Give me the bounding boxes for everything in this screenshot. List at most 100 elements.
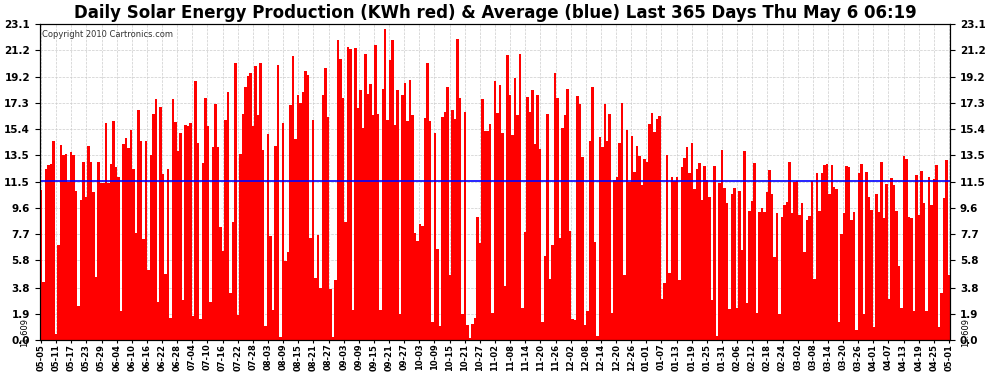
Bar <box>753 163 755 339</box>
Bar <box>429 122 432 339</box>
Bar <box>149 155 152 339</box>
Bar <box>251 126 254 339</box>
Bar <box>918 215 921 339</box>
Bar <box>414 233 417 339</box>
Bar <box>841 234 842 339</box>
Bar <box>314 278 317 339</box>
Bar <box>516 115 519 339</box>
Bar <box>596 336 599 339</box>
Bar <box>778 314 780 339</box>
Bar <box>269 236 271 339</box>
Bar <box>644 159 645 339</box>
Bar <box>624 276 626 339</box>
Bar <box>885 184 888 339</box>
Bar <box>568 231 571 339</box>
Bar <box>40 190 43 339</box>
Bar <box>611 314 614 339</box>
Bar <box>112 121 115 339</box>
Bar <box>322 95 324 339</box>
Bar <box>220 227 222 339</box>
Bar <box>911 218 913 339</box>
Bar <box>666 154 668 339</box>
Bar <box>890 178 893 339</box>
Bar <box>394 125 396 339</box>
Bar <box>703 166 706 339</box>
Bar <box>340 59 342 339</box>
Bar <box>671 177 673 339</box>
Bar <box>750 201 753 339</box>
Bar <box>407 121 409 339</box>
Bar <box>237 315 240 339</box>
Bar <box>853 212 855 339</box>
Bar <box>811 182 813 339</box>
Bar <box>396 90 399 339</box>
Bar <box>189 123 192 339</box>
Bar <box>526 97 529 339</box>
Bar <box>940 293 942 339</box>
Bar <box>254 66 256 339</box>
Bar <box>563 115 566 339</box>
Bar <box>645 162 648 339</box>
Bar <box>842 213 845 339</box>
Bar <box>242 114 245 339</box>
Bar <box>259 63 261 339</box>
Bar <box>249 74 251 339</box>
Bar <box>573 320 576 339</box>
Bar <box>656 119 658 339</box>
Bar <box>783 205 786 339</box>
Bar <box>947 274 950 339</box>
Bar <box>427 63 429 339</box>
Bar <box>734 188 736 339</box>
Bar <box>152 114 154 339</box>
Bar <box>102 183 105 339</box>
Bar <box>591 87 594 339</box>
Bar <box>217 147 220 339</box>
Bar <box>292 56 294 339</box>
Bar <box>327 117 329 339</box>
Bar <box>164 274 167 339</box>
Bar <box>256 115 259 339</box>
Bar <box>359 90 361 339</box>
Bar <box>148 270 149 339</box>
Bar <box>873 327 875 339</box>
Bar <box>731 194 734 339</box>
Bar <box>230 293 232 339</box>
Bar <box>661 300 663 339</box>
Bar <box>444 112 446 339</box>
Bar <box>222 251 225 339</box>
Bar <box>571 319 573 339</box>
Bar <box>64 154 67 339</box>
Bar <box>698 164 701 339</box>
Bar <box>50 164 52 339</box>
Bar <box>865 172 868 339</box>
Bar <box>606 141 609 339</box>
Bar <box>227 92 230 339</box>
Bar <box>908 217 911 339</box>
Bar <box>798 215 801 339</box>
Bar <box>184 125 187 339</box>
Bar <box>304 71 307 339</box>
Bar <box>486 131 489 339</box>
Bar <box>780 217 783 339</box>
Bar <box>491 314 494 339</box>
Bar <box>741 250 743 339</box>
Bar <box>900 308 903 339</box>
Bar <box>641 184 644 339</box>
Bar <box>745 303 748 339</box>
Bar <box>678 280 681 339</box>
Bar <box>351 310 354 339</box>
Bar <box>806 220 808 339</box>
Bar <box>836 189 838 339</box>
Bar <box>145 141 148 339</box>
Bar <box>863 314 865 339</box>
Bar <box>499 86 501 339</box>
Bar <box>653 132 656 339</box>
Bar <box>519 54 521 339</box>
Bar <box>880 162 883 339</box>
Bar <box>469 338 471 339</box>
Bar <box>845 166 848 339</box>
Bar <box>599 137 601 339</box>
Bar <box>673 181 676 339</box>
Bar <box>332 337 334 339</box>
Bar <box>693 189 696 339</box>
